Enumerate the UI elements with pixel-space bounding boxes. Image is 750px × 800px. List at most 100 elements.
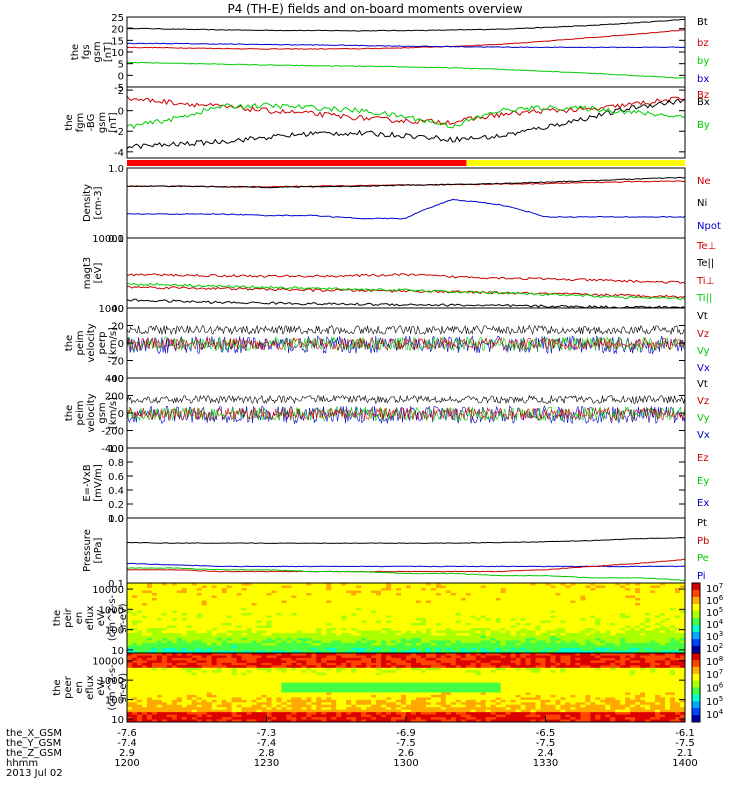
- spectrogram-cell: [241, 628, 248, 631]
- spectrogram-cell: [241, 692, 248, 696]
- spectrogram-cell: [470, 603, 477, 606]
- spectrogram-cell: [555, 628, 561, 631]
- spectrogram-cell: [336, 628, 342, 631]
- spectrogram-cell: [151, 633, 158, 636]
- spectrogram-cell: [196, 714, 203, 718]
- spectrogram-cell: [406, 675, 412, 679]
- y-axis-label: perp: [97, 332, 108, 355]
- spectrogram-cell: [127, 665, 133, 669]
- spectrogram-cell: [366, 655, 372, 659]
- spectrogram-cell: [166, 595, 173, 599]
- spectrogram-cell: [376, 618, 382, 621]
- spectrogram-cell: [346, 675, 352, 679]
- spectrogram-cell: [236, 682, 243, 686]
- spectrogram-cell: [331, 657, 337, 661]
- spectrogram-cell: [615, 603, 621, 606]
- spectrogram-cell: [301, 638, 307, 641]
- spectrogram-cell: [261, 635, 267, 639]
- spectrogram-cell: [535, 613, 542, 616]
- spectrogram-cell: [520, 628, 527, 631]
- spectrogram-cell: [166, 702, 173, 706]
- spectrogram-cell: [361, 685, 367, 688]
- spectrogram-cell: [675, 620, 681, 624]
- spectrogram-cell: [336, 655, 342, 659]
- spectrogram-cell: [425, 595, 432, 599]
- spectrogram-cell: [326, 662, 332, 666]
- spectrogram-cell: [520, 610, 527, 614]
- spectrogram-cell: [331, 643, 337, 646]
- spectrogram-cell: [630, 643, 636, 646]
- spectrogram-cell: [465, 650, 472, 654]
- spectrogram-cell: [161, 598, 168, 601]
- spectrogram-cell: [276, 699, 282, 703]
- spectrogram-cell: [226, 588, 233, 591]
- spectrogram-cell: [221, 595, 228, 599]
- spectrogram-cell: [480, 633, 487, 636]
- spectrogram-cell: [660, 648, 666, 651]
- spectrogram-cell: [465, 620, 472, 624]
- spectrogram-cell: [590, 613, 596, 616]
- spectrogram-cell: [231, 662, 238, 666]
- spectrogram-cell: [306, 625, 312, 629]
- spectrogram-cell: [161, 657, 168, 661]
- spectrogram-cell: [660, 638, 666, 641]
- spectrogram-cell: [271, 600, 277, 604]
- spectrogram-cell: [470, 588, 477, 591]
- spectrogram-cell: [351, 672, 357, 676]
- spectrogram-cell: [680, 615, 686, 619]
- spectrogram-cell: [480, 630, 487, 634]
- spectrogram-cell: [191, 704, 198, 708]
- spectrogram-cell: [306, 694, 312, 698]
- spectrogram-cell: [470, 600, 477, 604]
- spectrogram-cell: [246, 697, 253, 701]
- spectrogram-cell: [186, 630, 193, 634]
- spectrogram-cell: [535, 640, 542, 644]
- spectrogram-cell: [311, 643, 317, 646]
- spectrogram-cell: [321, 704, 327, 708]
- spectrogram-cell: [386, 588, 392, 591]
- spectrogram-cell: [296, 653, 302, 656]
- spectrogram-cell: [176, 682, 183, 686]
- spectrogram-cell: [625, 605, 631, 609]
- spectrogram-cell: [381, 648, 387, 651]
- spectrogram-cell: [610, 608, 616, 611]
- spectrogram-cell: [131, 593, 138, 596]
- spectrogram-cell: [465, 640, 472, 644]
- spectrogram-cell: [615, 640, 621, 644]
- spectrogram-cell: [660, 643, 666, 646]
- spectrogram-cell: [266, 709, 272, 713]
- spectrogram-cell: [610, 585, 616, 589]
- spectrogram-cell: [505, 633, 512, 636]
- spectrogram-cell: [655, 640, 661, 644]
- spectrogram-cell: [206, 640, 213, 644]
- spectrogram-cell: [401, 603, 407, 606]
- spectrogram-cell: [216, 660, 223, 664]
- spectrogram-cell: [386, 640, 392, 644]
- spectrogram-cell: [540, 583, 546, 586]
- spectrogram-cell: [376, 714, 382, 718]
- spectrogram-cell: [301, 648, 307, 651]
- spectrogram-cell: [560, 620, 566, 624]
- spectrogram-cell: [141, 719, 148, 723]
- spectrogram-cell: [625, 623, 631, 626]
- spectrogram-cell: [391, 583, 397, 586]
- spectrogram-cell: [371, 620, 377, 624]
- spectrogram-cell: [351, 714, 357, 718]
- spectrogram-cell: [186, 692, 193, 696]
- spectrogram-cell: [406, 645, 412, 649]
- spectrogram-cell: [216, 717, 223, 721]
- spectrogram-cell: [141, 670, 148, 674]
- spectrogram-cell: [271, 685, 277, 688]
- spectrogram-cell: [520, 615, 527, 619]
- spectrogram-cell: [151, 648, 158, 651]
- spectrogram-cell: [470, 648, 477, 651]
- spectrogram-cell: [286, 595, 292, 599]
- spectrogram-cell: [555, 618, 561, 621]
- spectrogram-cell: [490, 623, 497, 626]
- spectrogram-cell: [251, 593, 258, 596]
- spectrogram-cell: [266, 638, 272, 641]
- spectrogram-cell: [655, 615, 661, 619]
- colorbar-step: [692, 605, 700, 608]
- spectrogram-cell: [505, 640, 512, 644]
- spectrogram-cell: [346, 712, 352, 716]
